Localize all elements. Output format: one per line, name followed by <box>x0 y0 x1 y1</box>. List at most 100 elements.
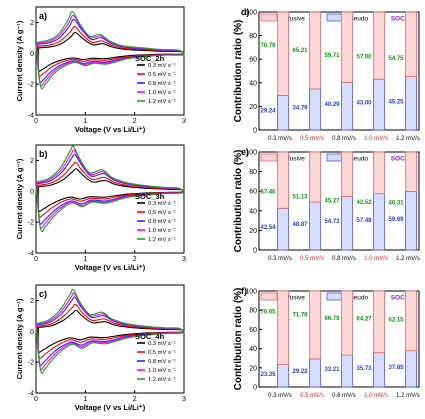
legend-swatch-diffusive <box>260 292 278 301</box>
bar-diffusive <box>373 151 385 195</box>
x-category-label: 0.5 mV/s <box>300 136 324 142</box>
y-tick-label: -2 <box>28 82 34 89</box>
cv-curve-1.2 <box>34 145 185 233</box>
data-label-diffusive: 66.79 <box>324 316 340 322</box>
bar-diffusive <box>277 11 289 96</box>
y-tick-label: -4 <box>28 391 34 398</box>
x-category-label: 1.0 mV/s <box>364 256 388 262</box>
legend-label-pseudo: Pseudo <box>346 295 368 302</box>
y-tick-label: 20 <box>249 365 257 372</box>
y-tick-label: 60 <box>249 189 257 196</box>
bar-pseudo <box>405 350 417 388</box>
legend-label: 0.3 mV s⁻¹ <box>148 201 176 207</box>
panel-letter: d) <box>241 7 250 17</box>
bar-diffusive <box>373 11 385 80</box>
data-label-pseudo: 29.22 <box>292 369 308 375</box>
panel-letter: e) <box>241 147 249 157</box>
y-tick-label: -4 <box>28 251 34 258</box>
bar-pseudo <box>277 364 289 388</box>
legend-label: 1.0 mV s⁻¹ <box>148 228 176 234</box>
bar-diffusive <box>405 151 417 192</box>
y-tick-label: 80 <box>249 169 257 176</box>
x-category-label: 1.2 mV/s <box>396 256 420 262</box>
y-tick-label: 0 <box>253 385 257 392</box>
legend-label: 0.3 mV s⁻¹ <box>148 63 176 69</box>
soc-label: SOC_4h <box>135 332 165 341</box>
bar-diffusive <box>405 11 417 78</box>
x-category-label: 0.3 mV/s <box>268 256 292 262</box>
bar-pseudo <box>309 358 321 388</box>
x-axis-label: Voltage (V vs Li/Li⁺) <box>75 403 146 412</box>
y-tick-label: -4 <box>28 113 34 120</box>
bar-diffusive <box>309 11 321 90</box>
panel-letter: b) <box>39 149 48 159</box>
data-label-diffusive: 64.27 <box>356 317 372 323</box>
legend-label: 1.2 mV s⁻¹ <box>148 237 176 243</box>
legend-label: 1.0 mV s⁻¹ <box>148 368 176 374</box>
y-tick-label: 40 <box>249 208 257 215</box>
plot-frame <box>35 144 185 254</box>
data-label-pseudo: 57.48 <box>356 218 372 224</box>
bar-pseudo <box>373 78 385 131</box>
legend-label: 1.2 mV s⁻¹ <box>148 99 176 105</box>
y-tick-label: 2 <box>30 20 34 27</box>
bar-pseudo <box>373 352 385 388</box>
bar-pseudo <box>341 82 353 131</box>
y-axis-label: Current density (A g⁻¹) <box>15 298 24 379</box>
y-tick-label: 0 <box>253 128 257 135</box>
data-label-diffusive: 54.75 <box>388 56 404 62</box>
x-category-label: 1.0 mV/s <box>364 136 388 142</box>
y-axis-label: Contribution ratio (%) <box>233 20 244 123</box>
panel-letter: a) <box>39 11 47 21</box>
x-tick-label: 3 <box>182 256 186 263</box>
panel-letter: f) <box>241 286 247 296</box>
bar-pseudo <box>309 201 321 251</box>
y-tick-label: -2 <box>28 360 34 367</box>
legend-label: 0.5 mV s⁻¹ <box>148 72 176 78</box>
x-tick-label: 2 <box>133 256 137 263</box>
y-tick-label: 0 <box>30 329 34 336</box>
y-tick-label: -2 <box>28 220 34 227</box>
x-tick-label: 0 <box>34 118 38 125</box>
bar-diffusive <box>341 11 353 83</box>
y-tick-label: 80 <box>249 33 257 40</box>
y-axis-label: Current density (A g⁻¹) <box>15 20 24 101</box>
cv-curve-1.2 <box>34 11 185 90</box>
legend-swatch-pseudo <box>326 153 344 162</box>
data-label-pseudo: 45.25 <box>388 99 404 105</box>
cv-curve-1.2 <box>34 288 185 374</box>
x-axis-label: Voltage (V vs Li/Li⁺) <box>75 263 146 272</box>
data-label-pseudo: 54.73 <box>324 219 340 225</box>
x-tick-label: 1 <box>83 256 87 263</box>
data-label-diffusive: 57.00 <box>356 55 372 61</box>
x-category-label: 0.8 mV/s <box>332 393 356 399</box>
y-axis-label: Current density (A g⁻¹) <box>15 158 24 239</box>
y-tick-label: 0 <box>253 248 257 255</box>
data-label-pseudo: 42.54 <box>260 225 276 231</box>
data-label-pseudo: 35.73 <box>356 366 372 372</box>
bar-pseudo <box>405 191 417 251</box>
x-tick-label: 3 <box>182 118 186 125</box>
data-label-diffusive: 45.27 <box>324 199 340 205</box>
data-label-pseudo: 29.24 <box>260 109 276 115</box>
legend-label: 0.8 mV s⁻¹ <box>148 81 176 87</box>
data-label-pseudo: 34.79 <box>292 105 308 111</box>
x-category-label: 0.5 mV/s <box>300 393 324 399</box>
soc-label: SOC_2h <box>135 54 165 63</box>
bar-pseudo <box>277 207 289 251</box>
x-tick-label: 1 <box>83 118 87 125</box>
y-tick-label: 60 <box>249 57 257 64</box>
data-label-diffusive: 40.31 <box>388 200 404 206</box>
y-tick-label: 100 <box>245 150 257 157</box>
legend-label: 1.2 mV s⁻¹ <box>148 377 176 383</box>
data-label-diffusive: 51.13 <box>292 194 308 200</box>
x-category-label: 0.8 mV/s <box>332 256 356 262</box>
x-category-label: 1.0 mV/s <box>364 393 388 399</box>
y-tick-label: 100 <box>245 289 257 296</box>
